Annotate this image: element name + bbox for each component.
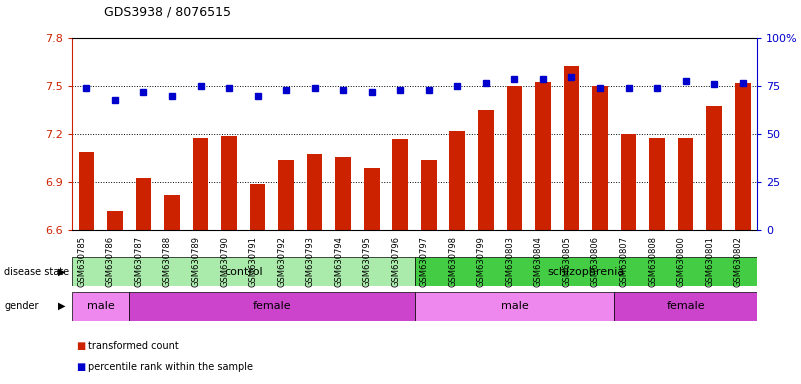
Bar xyxy=(614,292,757,321)
Bar xyxy=(415,257,757,286)
Text: ▶: ▶ xyxy=(58,266,66,277)
Bar xyxy=(250,184,265,230)
Text: control: control xyxy=(224,266,263,277)
Text: GSM630806: GSM630806 xyxy=(591,236,600,287)
Bar xyxy=(78,152,95,230)
Bar xyxy=(650,137,665,230)
Bar xyxy=(278,160,294,230)
Text: GSM630801: GSM630801 xyxy=(705,236,714,287)
Text: GSM630792: GSM630792 xyxy=(277,236,286,287)
Text: GSM630790: GSM630790 xyxy=(220,236,229,287)
Text: GSM630805: GSM630805 xyxy=(562,236,571,287)
Text: disease state: disease state xyxy=(4,266,69,277)
Text: transformed count: transformed count xyxy=(88,341,179,351)
Bar xyxy=(421,160,437,230)
Text: GSM630786: GSM630786 xyxy=(106,236,115,287)
Bar xyxy=(307,154,323,230)
Text: GSM630794: GSM630794 xyxy=(334,236,343,287)
Bar xyxy=(129,292,415,321)
Bar xyxy=(506,86,522,230)
Bar xyxy=(678,137,694,230)
Bar xyxy=(336,157,351,230)
Text: GSM630798: GSM630798 xyxy=(449,236,457,287)
Bar xyxy=(478,110,493,230)
Text: GSM630808: GSM630808 xyxy=(648,236,657,287)
Bar xyxy=(221,136,237,230)
Text: male: male xyxy=(87,301,115,311)
Text: GSM630793: GSM630793 xyxy=(306,236,315,287)
Text: schizophrenia: schizophrenia xyxy=(547,266,624,277)
Bar xyxy=(135,177,151,230)
Text: GSM630789: GSM630789 xyxy=(191,236,200,287)
Text: GSM630787: GSM630787 xyxy=(135,236,143,287)
Bar xyxy=(449,131,465,230)
Text: ■: ■ xyxy=(76,362,86,372)
Bar xyxy=(392,139,408,230)
Text: GSM630807: GSM630807 xyxy=(619,236,629,287)
Bar xyxy=(735,83,751,230)
Bar xyxy=(564,66,579,230)
Bar xyxy=(193,137,208,230)
Bar xyxy=(621,134,636,230)
Text: GDS3938 / 8076515: GDS3938 / 8076515 xyxy=(104,6,231,19)
Text: ▶: ▶ xyxy=(58,301,66,311)
Text: GSM630804: GSM630804 xyxy=(534,236,543,287)
Bar xyxy=(415,292,614,321)
Text: GSM630791: GSM630791 xyxy=(248,236,258,287)
Text: male: male xyxy=(501,301,529,311)
Text: percentile rank within the sample: percentile rank within the sample xyxy=(88,362,253,372)
Bar xyxy=(164,195,179,230)
Text: female: female xyxy=(252,301,291,311)
Text: gender: gender xyxy=(4,301,38,311)
Bar xyxy=(535,81,551,230)
Text: GSM630797: GSM630797 xyxy=(420,236,429,287)
Text: GSM630788: GSM630788 xyxy=(163,236,172,287)
Text: GSM630800: GSM630800 xyxy=(677,236,686,287)
Text: ■: ■ xyxy=(76,341,86,351)
Text: female: female xyxy=(666,301,705,311)
Text: GSM630802: GSM630802 xyxy=(734,236,743,287)
Bar xyxy=(72,292,129,321)
Text: GSM630796: GSM630796 xyxy=(391,236,400,287)
Text: GSM630803: GSM630803 xyxy=(505,236,514,287)
Text: GSM630795: GSM630795 xyxy=(363,236,372,287)
Bar xyxy=(107,211,123,230)
Bar xyxy=(592,86,608,230)
Text: GSM630799: GSM630799 xyxy=(477,236,486,287)
Text: GSM630785: GSM630785 xyxy=(78,236,87,287)
Bar xyxy=(364,168,380,230)
Bar xyxy=(72,257,415,286)
Bar xyxy=(706,106,722,230)
